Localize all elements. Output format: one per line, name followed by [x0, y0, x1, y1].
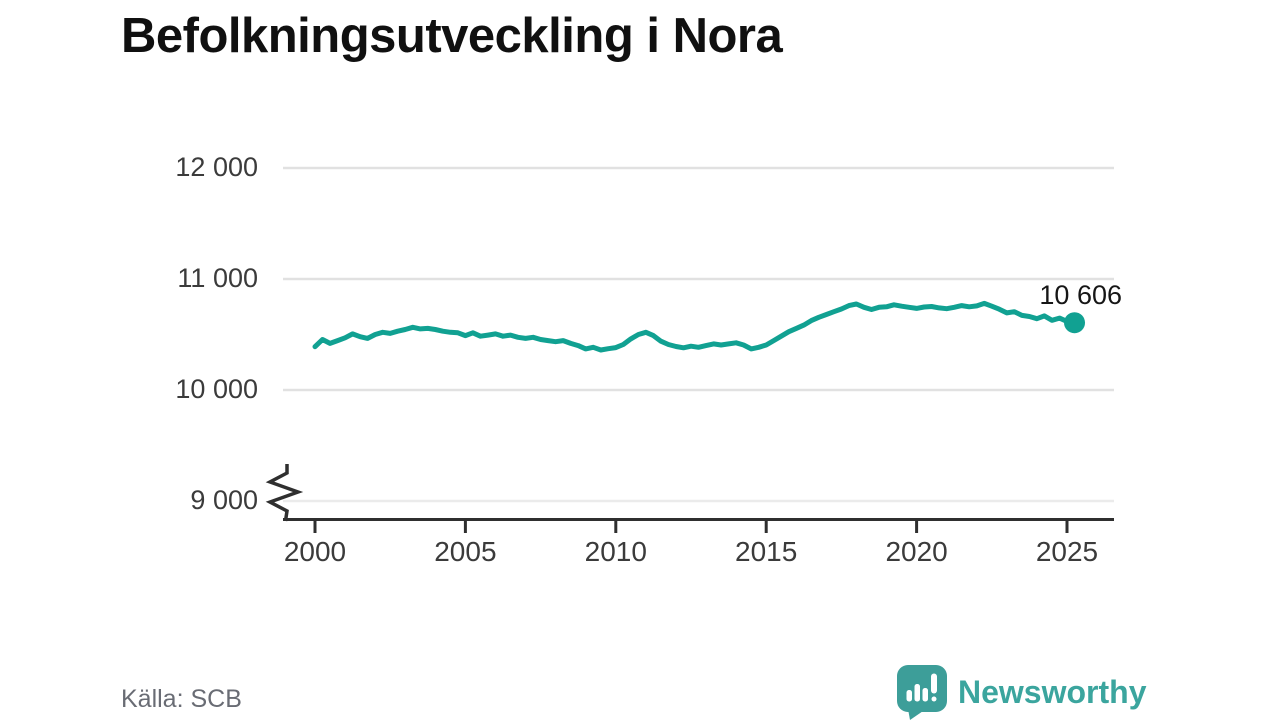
y-tick-label: 10 000 — [175, 374, 258, 404]
x-tick-label: 2025 — [1035, 536, 1099, 567]
newsworthy-logo[interactable]: Newsworthy — [896, 664, 1146, 720]
population-line — [312, 300, 1077, 353]
y-tick-label: 9 000 — [190, 485, 258, 515]
x-tick-label: 2000 — [283, 536, 347, 567]
x-tick-label: 2005 — [434, 536, 497, 567]
x-tick-label: 2015 — [735, 536, 798, 567]
y-tick-label: 11 000 — [177, 263, 258, 293]
x-tick-label: 2010 — [584, 536, 647, 567]
source-note: Källa: SCB — [121, 685, 242, 713]
x-tick-label: 2020 — [885, 536, 948, 567]
chart-title: Befolkningsutveckling i Nora — [121, 9, 783, 63]
y-axis-break — [265, 464, 304, 522]
y-tick-label: 12 000 — [175, 152, 258, 182]
newsworthy-chart-bubble-icon — [897, 665, 947, 720]
end-point-marker — [1064, 312, 1086, 334]
last-value-label: 10 606 — [1039, 280, 1122, 310]
newsworthy-wordmark: Newsworthy — [958, 673, 1147, 710]
